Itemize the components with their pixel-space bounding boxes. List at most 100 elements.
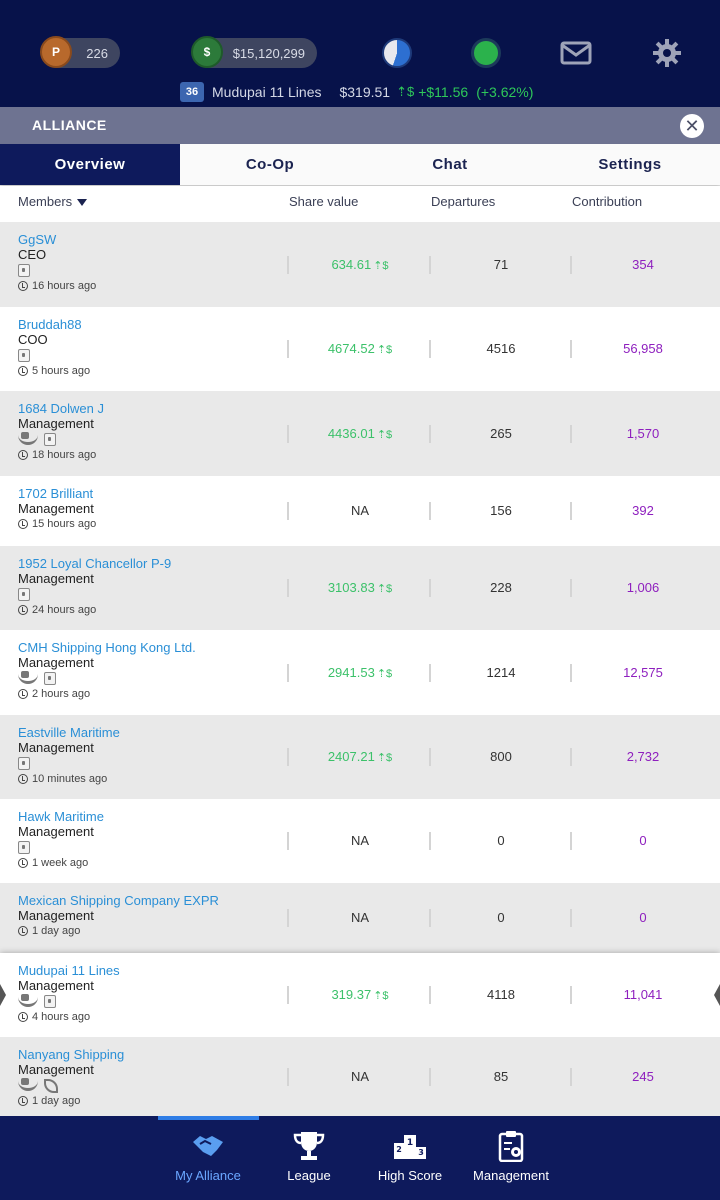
- cash-value: $15,120,299: [232, 45, 305, 61]
- member-badges: [18, 757, 30, 770]
- mail-icon[interactable]: [560, 38, 592, 68]
- departures-value: 4516: [486, 341, 516, 356]
- column-divider: [429, 502, 431, 520]
- contribution-value: 1,570: [626, 426, 660, 441]
- share-value: NA: [290, 910, 430, 925]
- member-row[interactable]: Bruddah88 COO 5 hours ago 4674.52 ⇡$ 4516 56,9…: [0, 307, 720, 391]
- member-row[interactable]: GgSW CEO 16 hours ago 634.61 ⇡$ 71 354: [0, 222, 720, 307]
- member-name[interactable]: Eastville Maritime: [18, 725, 120, 740]
- member-row[interactable]: Nanyang Shipping Management 1 day ago NA 85 2…: [0, 1037, 720, 1116]
- share-value[interactable]: 4436.01 ⇡$: [290, 426, 430, 441]
- member-name[interactable]: 1702 Brilliant: [18, 486, 94, 501]
- member-name[interactable]: Bruddah88: [18, 317, 82, 332]
- member-row[interactable]: Mexican Shipping Company EXPR Management 1…: [0, 883, 720, 953]
- last-seen: 1 week ago: [18, 857, 88, 869]
- clock-icon: [18, 689, 28, 699]
- share-value[interactable]: 3103.83 ⇡$: [290, 580, 430, 595]
- column-divider: [287, 579, 289, 597]
- contribution-value: 1,006: [626, 580, 660, 595]
- member-role: Management: [18, 1062, 94, 1077]
- member-role: Management: [18, 655, 94, 670]
- departures-column-header[interactable]: Departures: [431, 194, 496, 209]
- share-value[interactable]: 2941.53 ⇡$: [290, 665, 430, 680]
- contribution-value: 2,732: [626, 749, 660, 764]
- last-seen: 15 hours ago: [18, 518, 96, 530]
- nav-high-score[interactable]: 1 2 3 High Score: [360, 1116, 460, 1200]
- column-divider: [429, 256, 431, 274]
- tab-overview[interactable]: Overview: [0, 144, 180, 185]
- tab-co-op[interactable]: Co-Op: [245, 156, 295, 173]
- price-change-percent: (+3.62%): [476, 84, 534, 100]
- member-name[interactable]: CMH Shipping Hong Kong Ltd.: [18, 640, 196, 655]
- stock-ticker[interactable]: 36 Mudupai 11 Lines $319.51 ⇡$ +$11.56 (…: [180, 80, 533, 104]
- member-row[interactable]: Hawk Maritime Management 1 week ago NA 0 0: [0, 799, 720, 883]
- member-row[interactable]: 1952 Loyal Chancellor P-9 Management 24 ho…: [0, 546, 720, 630]
- member-badges: [18, 841, 30, 854]
- alliance-title: ALLIANCE: [32, 117, 107, 133]
- column-divider: [570, 909, 572, 927]
- column-divider: [429, 579, 431, 597]
- top-status-bar: P 226 $ $15,120,299 36 Mudupai 1: [0, 0, 720, 107]
- close-button[interactable]: ✕: [680, 114, 704, 138]
- clock-icon: [18, 1012, 28, 1022]
- leaf-icon: [44, 1079, 58, 1093]
- departures-value: 156: [490, 503, 512, 518]
- share-value: NA: [290, 833, 430, 848]
- nav-management[interactable]: Management: [461, 1116, 561, 1200]
- member-row[interactable]: 1684 Dolwen J Management 18 hours ago 4436.…: [0, 391, 720, 476]
- column-divider: [570, 579, 572, 597]
- points-balance[interactable]: P 226: [40, 36, 120, 68]
- member-badges: [18, 993, 56, 1008]
- member-name[interactable]: GgSW: [18, 232, 57, 247]
- share-value[interactable]: 634.61 ⇡$: [290, 257, 430, 272]
- contribution-value: 11,041: [623, 987, 663, 1002]
- last-seen: 18 hours ago: [18, 449, 96, 461]
- fuel-pie-icon[interactable]: [382, 38, 412, 68]
- last-seen: 16 hours ago: [18, 280, 96, 292]
- tab-chat[interactable]: Chat: [432, 156, 468, 173]
- member-row[interactable]: 1702 Brilliant Management 15 hours ago NA 15…: [0, 476, 720, 546]
- member-name[interactable]: Mexican Shipping Company EXPR: [18, 893, 219, 908]
- share-value[interactable]: 2407.21 ⇡$: [290, 749, 430, 764]
- share-value-text: 319.37: [331, 987, 372, 1002]
- column-divider: [570, 256, 572, 274]
- trophy-icon: [291, 1130, 327, 1162]
- column-divider: [287, 909, 289, 927]
- members-column-header[interactable]: Members: [18, 194, 88, 209]
- column-divider: [287, 832, 289, 850]
- column-divider: [287, 986, 289, 1004]
- departures-value: 0: [497, 910, 505, 925]
- trend-up-icon: ⇡$: [376, 752, 393, 764]
- gear-icon[interactable]: [652, 38, 682, 68]
- handshake-icon: [190, 1130, 226, 1162]
- member-name[interactable]: 1684 Dolwen J: [18, 401, 104, 416]
- table-header: Members Share value Departures Contribut…: [0, 186, 720, 222]
- member-row[interactable]: Eastville Maritime Management 10 minutes a…: [0, 715, 720, 799]
- member-role: Management: [18, 501, 94, 516]
- cash-balance[interactable]: $ $15,120,299: [191, 36, 317, 68]
- share-value-text: NA: [350, 1069, 370, 1084]
- column-divider: [570, 986, 572, 1004]
- member-name[interactable]: Mudupai 11 Lines: [18, 963, 120, 978]
- member-name[interactable]: Nanyang Shipping: [18, 1047, 125, 1062]
- nav-league[interactable]: League: [259, 1116, 359, 1200]
- member-name[interactable]: Hawk Maritime: [18, 809, 104, 824]
- member-badges: [18, 264, 30, 277]
- tab-settings[interactable]: Settings: [598, 156, 662, 173]
- column-divider: [429, 425, 431, 443]
- status-dot-icon[interactable]: [471, 38, 501, 68]
- member-row[interactable]: Mudupai 11 Lines Management 4 hours ago 319…: [0, 953, 720, 1037]
- share-value[interactable]: 4674.52 ⇡$: [290, 341, 430, 356]
- last-seen-text: 16 hours ago: [32, 280, 97, 292]
- last-seen-text: 4 hours ago: [32, 1011, 91, 1023]
- share-column-header[interactable]: Share value: [289, 194, 359, 209]
- last-seen-text: 18 hours ago: [32, 449, 97, 461]
- nav-my-alliance[interactable]: My Alliance: [158, 1116, 258, 1200]
- ship-icon: [18, 670, 38, 684]
- share-value[interactable]: 319.37 ⇡$: [290, 987, 430, 1002]
- contribution-column-header[interactable]: Contribution: [572, 194, 643, 209]
- member-row[interactable]: CMH Shipping Hong Kong Ltd. Management 2 h…: [0, 630, 720, 715]
- last-seen-text: 5 hours ago: [32, 365, 91, 377]
- column-divider: [429, 832, 431, 850]
- member-name[interactable]: 1952 Loyal Chancellor P-9: [18, 556, 172, 571]
